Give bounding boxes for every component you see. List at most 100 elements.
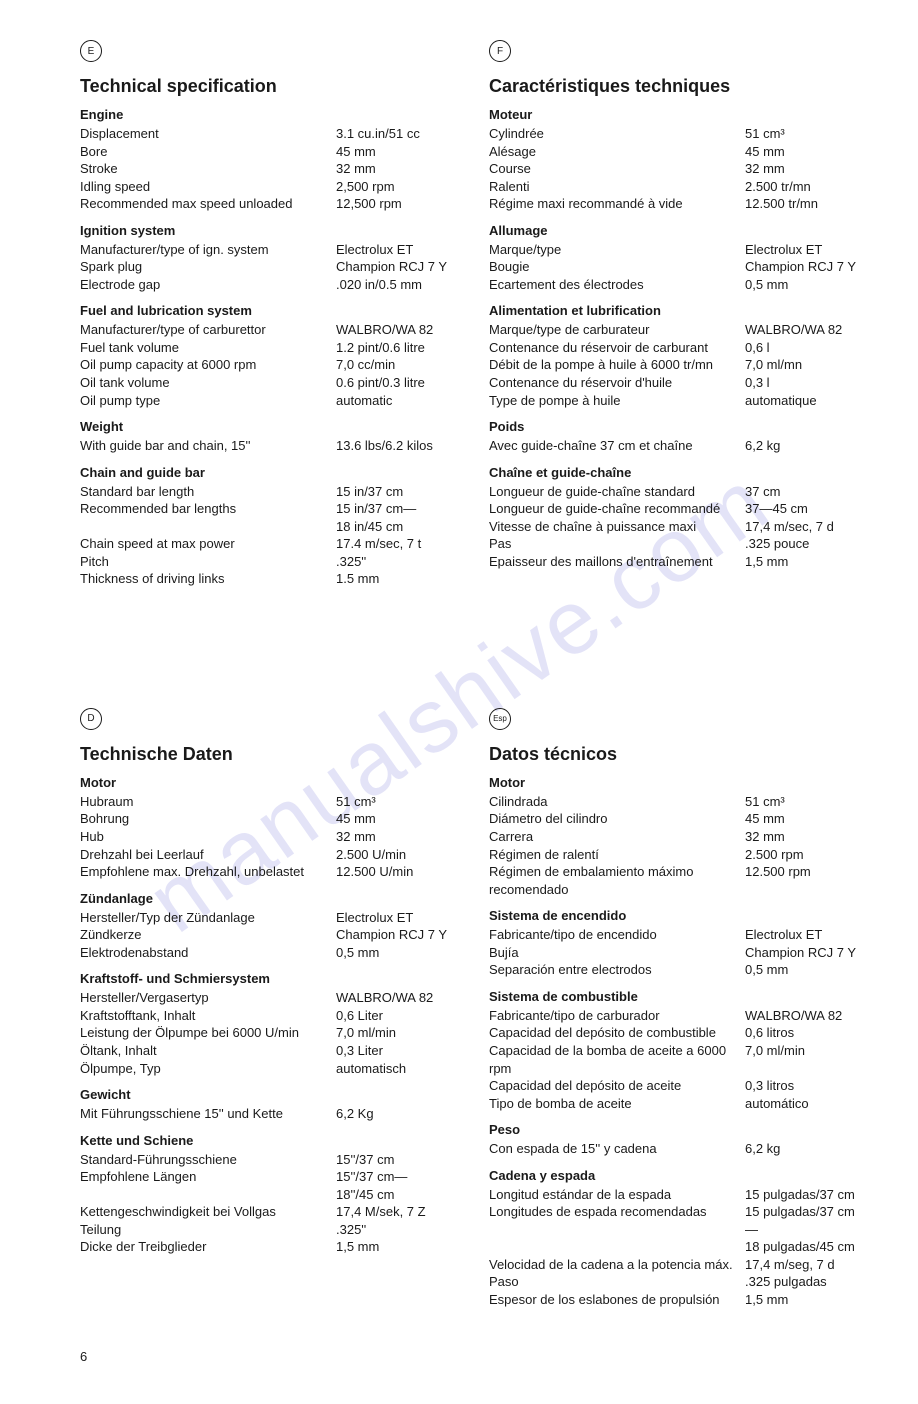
spec-value: 15 pulgadas/37 cm— [745,1203,858,1238]
spec-label: Hersteller/Vergasertyp [80,989,336,1007]
spec-value: 15''/37 cm— [336,1168,449,1186]
spec-row: Capacidad de la bomba de aceite a 6000 r… [489,1042,858,1077]
spec-label: Longitud estándar de la espada [489,1186,745,1204]
spec-row: Fuel tank volume1.2 pint/0.6 litre [80,339,449,357]
spec-row: Longitudes de espada recomendadas15 pulg… [489,1203,858,1238]
spec-label: Longueur de guide-chaîne recommandé [489,500,745,518]
spec-label: Course [489,160,745,178]
spec-label: Contenance du réservoir d'huile [489,374,745,392]
spec-row: Marque/typeElectrolux ET [489,241,858,259]
spec-value: 1.5 mm [336,570,449,588]
spec-value: 2.500 U/min [336,846,449,864]
spec-row: Régime maxi recommandé à vide12.500 tr/m… [489,195,858,213]
spec-label: Pas [489,535,745,553]
language-badge: Esp [489,708,511,730]
spec-value: 0,5 mm [745,276,858,294]
spec-label: Drehzahl bei Leerlauf [80,846,336,864]
spec-value: 12.500 U/min [336,863,449,881]
page-number: 6 [80,1349,858,1364]
spec-row: Chain speed at max power17.4 m/sec, 7 t [80,535,449,553]
spec-label: Cilindrada [489,793,745,811]
spec-row: Pitch.325'' [80,553,449,571]
spec-row: Teilung.325'' [80,1221,449,1239]
spec-label: Régimen de ralentí [489,846,745,864]
spec-value: 51 cm³ [336,793,449,811]
block-title: Technical specification [80,76,449,97]
spec-value: .325 pouce [745,535,858,553]
spec-label: Bore [80,143,336,161]
spec-value: 12,500 rpm [336,195,449,213]
spec-label: Cylindrée [489,125,745,143]
spec-row: Marque/type de carburateurWALBRO/WA 82 [489,321,858,339]
spec-row: 18''/45 cm [80,1186,449,1204]
language-badge: F [489,40,511,62]
language-block: ETechnical specificationEngineDisplaceme… [80,40,449,588]
spec-value: Champion RCJ 7 Y [745,258,858,276]
spec-value: Champion RCJ 7 Y [336,258,449,276]
section-heading: Motor [80,775,449,790]
language-block: FCaractéristiques techniquesMoteurCylind… [489,40,858,588]
spec-label [80,1186,336,1204]
spec-row: Cilindrada51 cm³ [489,793,858,811]
section-heading: Allumage [489,223,858,238]
spec-label: Zündkerze [80,926,336,944]
spec-value: 6,2 Kg [336,1105,449,1123]
spec-value: 18 in/45 cm [336,518,449,536]
spec-value: WALBRO/WA 82 [336,989,449,1007]
spec-label: Chain speed at max power [80,535,336,553]
language-block: DTechnische DatenMotorHubraum51 cm³Bohru… [80,708,449,1309]
spec-row: BougieChampion RCJ 7 Y [489,258,858,276]
spec-value: 45 mm [336,143,449,161]
spec-label: Bujía [489,944,745,962]
spec-row: Carrera32 mm [489,828,858,846]
spec-label: Teilung [80,1221,336,1239]
spec-value: 17,4 M/sek, 7 Z [336,1203,449,1221]
spec-value: 0.6 pint/0.3 litre [336,374,449,392]
spec-row: Avec guide-chaîne 37 cm et chaîne6,2 kg [489,437,858,455]
spec-value: 0,5 mm [745,961,858,979]
spec-label: Mit Führungsschiene 15'' und Kette [80,1105,336,1123]
spec-value: Electrolux ET [745,241,858,259]
spec-row: Thickness of driving links1.5 mm [80,570,449,588]
language-badge: D [80,708,102,730]
spec-label: Empfohlene max. Drehzahl, unbelastet [80,863,336,881]
spec-label: Ecartement des électrodes [489,276,745,294]
spec-row: Capacidad del depósito de combustible0,6… [489,1024,858,1042]
spec-label: Hubraum [80,793,336,811]
spec-row: Oil pump typeautomatic [80,392,449,410]
spec-label: Displacement [80,125,336,143]
spec-row: ZündkerzeChampion RCJ 7 Y [80,926,449,944]
language-badge: E [80,40,102,62]
spec-row: Mit Führungsschiene 15'' und Kette6,2 Kg [80,1105,449,1123]
section-heading: Kraftstoff- und Schmiersystem [80,971,449,986]
spec-row: Course32 mm [489,160,858,178]
spec-value: 15 in/37 cm [336,483,449,501]
spec-row: Hub32 mm [80,828,449,846]
spec-label: Avec guide-chaîne 37 cm et chaîne [489,437,745,455]
spec-value: automatic [336,392,449,410]
spec-value: 0,5 mm [336,944,449,962]
spec-value: 1.2 pint/0.6 litre [336,339,449,357]
spec-label: Ralenti [489,178,745,196]
spec-row: Contenance du réservoir d'huile0,3 l [489,374,858,392]
spec-row: Electrode gap.020 in/0.5 mm [80,276,449,294]
spec-value: 1,5 mm [745,553,858,571]
spec-label: Espesor de los eslabones de propulsión [489,1291,745,1309]
spec-label: Contenance du réservoir de carburant [489,339,745,357]
spec-row: Régimen de embalamiento máximo recomenda… [489,863,858,898]
spec-row: Recommended max speed unloaded12,500 rpm [80,195,449,213]
spec-value: .325'' [336,553,449,571]
spec-label: Bohrung [80,810,336,828]
spec-value: .020 in/0.5 mm [336,276,449,294]
spec-value: 7,0 ml/mn [745,356,858,374]
spec-value: 1,5 mm [336,1238,449,1256]
spec-row: Tipo de bomba de aceiteautomático [489,1095,858,1113]
spec-value: WALBRO/WA 82 [745,321,858,339]
spec-value: 2,500 rpm [336,178,449,196]
spec-row: Oil pump capacity at 6000 rpm7,0 cc/min [80,356,449,374]
spec-value: 0,6 l [745,339,858,357]
spec-value: 0,6 litros [745,1024,858,1042]
spec-row: Alésage45 mm [489,143,858,161]
spec-label: Tipo de bomba de aceite [489,1095,745,1113]
spec-label: Manufacturer/type of carburettor [80,321,336,339]
